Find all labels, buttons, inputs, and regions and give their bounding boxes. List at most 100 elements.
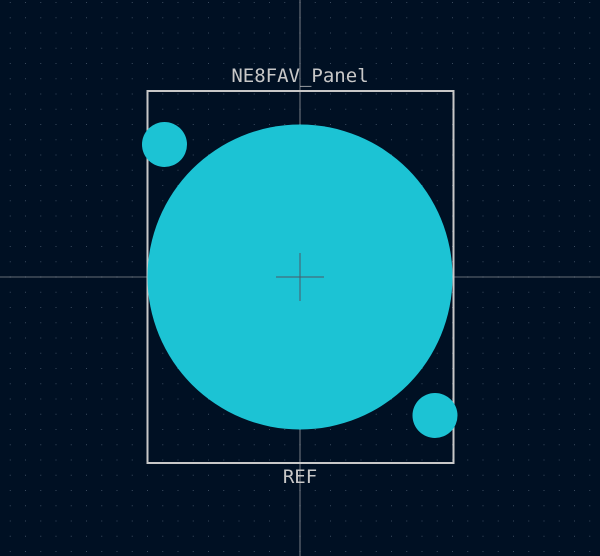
grid-dot	[116, 429, 118, 430]
grid-dot	[284, 124, 286, 125]
grid-dot	[9, 551, 11, 552]
grid-dot	[589, 459, 591, 461]
grid-dot	[116, 154, 118, 156]
grid-dot	[192, 32, 194, 34]
grid-dot	[360, 47, 362, 49]
grid-dot	[162, 551, 164, 552]
grid-dot	[269, 444, 270, 446]
grid-dot	[314, 32, 316, 34]
grid-dot	[116, 169, 118, 171]
grid-dot	[70, 63, 72, 64]
grid-dot	[558, 246, 560, 247]
grid-dot	[482, 398, 484, 400]
grid-dot	[391, 551, 392, 552]
grid-dot	[543, 2, 545, 3]
grid-dot	[192, 2, 194, 3]
grid-dot	[375, 139, 377, 141]
grid-dot	[391, 32, 392, 34]
grid-dot	[528, 17, 530, 19]
grid-dot	[86, 413, 87, 415]
grid-dot	[574, 444, 575, 446]
grid-dot	[208, 490, 209, 491]
grid-dot	[162, 535, 164, 537]
grid-dot	[238, 474, 240, 476]
grid-dot	[391, 93, 392, 95]
grid-dot	[513, 200, 514, 202]
grid-dot	[55, 261, 57, 263]
grid-dot	[314, 551, 316, 552]
grid-dot	[208, 520, 209, 522]
grid-dot	[101, 246, 103, 247]
grid-dot	[223, 505, 225, 507]
grid-dot	[436, 78, 438, 80]
grid-dot	[558, 124, 560, 125]
grid-dot	[482, 429, 484, 430]
grid-dot	[116, 307, 118, 308]
grid-dot	[528, 261, 530, 263]
grid-dot	[86, 307, 87, 308]
footprint-reference-label[interactable]: REF	[283, 466, 317, 488]
grid-dot	[406, 474, 408, 476]
grid-dot	[86, 78, 87, 80]
grid-dot	[55, 215, 57, 217]
grid-dot	[162, 169, 164, 171]
grid-dot	[131, 17, 133, 19]
grid-dot	[131, 444, 133, 446]
grid-dot	[70, 93, 72, 95]
grid-dot	[55, 63, 57, 64]
grid-dot	[131, 383, 133, 385]
grid-dot	[406, 535, 408, 537]
grid-dot	[253, 78, 255, 80]
grid-dot	[192, 459, 194, 461]
grid-dot	[223, 2, 225, 3]
grid-dot	[345, 63, 347, 64]
grid-dot	[436, 551, 438, 552]
grid-dot	[513, 520, 514, 522]
grid-dot	[467, 78, 469, 80]
grid-dot	[70, 383, 72, 385]
grid-dot	[177, 32, 179, 34]
grid-dot	[543, 322, 545, 324]
grid-dot	[131, 459, 133, 461]
mounting-pad-bottom-right[interactable]	[412, 393, 458, 438]
grid-dot	[284, 551, 286, 552]
grid-dot	[177, 444, 179, 446]
grid-dot	[55, 78, 57, 80]
grid-dot	[284, 32, 286, 34]
grid-dot	[40, 185, 42, 186]
grid-dot	[513, 124, 514, 125]
grid-dot	[421, 63, 423, 64]
grid-dot	[330, 108, 331, 110]
mounting-pad-top-left[interactable]	[142, 122, 187, 167]
grid-dot	[589, 261, 591, 263]
grid-dot	[421, 139, 423, 141]
grid-dot	[223, 551, 225, 552]
grid-dot	[147, 505, 148, 507]
grid-dot	[208, 17, 209, 19]
grid-dot	[208, 32, 209, 34]
grid-dot	[528, 429, 530, 430]
grid-dot	[497, 413, 499, 415]
grid-dot	[177, 63, 179, 64]
grid-dot	[589, 490, 591, 491]
grid-dot	[421, 32, 423, 34]
grid-dot	[436, 490, 438, 491]
grid-dot	[25, 261, 26, 263]
grid-dot	[269, 505, 270, 507]
grid-dot	[528, 154, 530, 156]
grid-dot	[589, 93, 591, 95]
grid-dot	[528, 352, 530, 354]
grid-dot	[116, 474, 118, 476]
grid-dot	[589, 535, 591, 537]
grid-dot	[452, 551, 453, 552]
grid-dot	[162, 352, 164, 354]
footprint-value-label[interactable]: NE8FAV_Panel	[231, 65, 368, 87]
grid-dot	[116, 185, 118, 186]
grid-dot	[40, 444, 42, 446]
grid-dot	[528, 108, 530, 110]
grid-dot	[543, 307, 545, 308]
grid-dot	[131, 154, 133, 156]
grid-dot	[314, 47, 316, 49]
grid-dot	[162, 93, 164, 95]
